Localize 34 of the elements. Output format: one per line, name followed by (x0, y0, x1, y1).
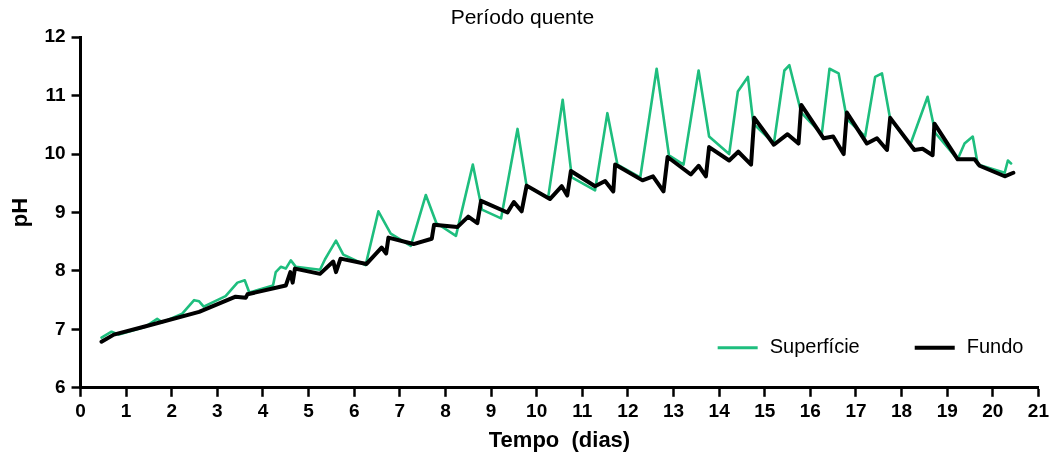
x-tick-label: 11 (572, 400, 593, 422)
x-tick-label: 3 (212, 400, 223, 422)
legend-label: Superfície (769, 335, 860, 358)
x-tick-label: 1 (120, 400, 132, 422)
x-tick-label: 2 (166, 400, 178, 422)
x-tick-label: 7 (394, 400, 406, 422)
y-tick-label: 11 (45, 83, 66, 105)
y-tick-label: 12 (44, 25, 66, 47)
x-tick-label: 21 (1027, 400, 1050, 422)
x-tick-label: 15 (754, 400, 776, 422)
x-tick-label: 10 (526, 400, 548, 422)
y-axis-title: pH (7, 197, 33, 228)
x-axis-title: Tempo (dias) (488, 426, 631, 452)
chart-title: Período quente (450, 5, 595, 29)
x-tick-label: 18 (891, 400, 913, 422)
x-tick-label: 6 (348, 400, 360, 422)
legend-label: Fundo (966, 335, 1024, 358)
y-tick-label: 8 (54, 259, 66, 281)
x-tick-label: 8 (440, 400, 451, 422)
x-tick-label: 9 (485, 400, 497, 422)
x-tick-label: 4 (257, 400, 269, 422)
x-tick-label: 19 (936, 400, 958, 422)
x-tick-label: 20 (982, 400, 1004, 422)
x-tick-label: 5 (303, 400, 315, 422)
y-tick-label: 6 (54, 376, 66, 398)
y-tick-label: 9 (54, 200, 66, 222)
y-tick-label: 7 (54, 317, 66, 339)
x-tick-label: 12 (617, 400, 639, 422)
x-tick-label: 14 (708, 400, 731, 422)
x-tick-label: 17 (845, 400, 867, 422)
y-tick-label: 10 (44, 142, 66, 164)
x-tick-label: 0 (75, 400, 86, 422)
x-tick-label: 16 (799, 400, 821, 422)
x-tick-label: 13 (662, 400, 685, 422)
